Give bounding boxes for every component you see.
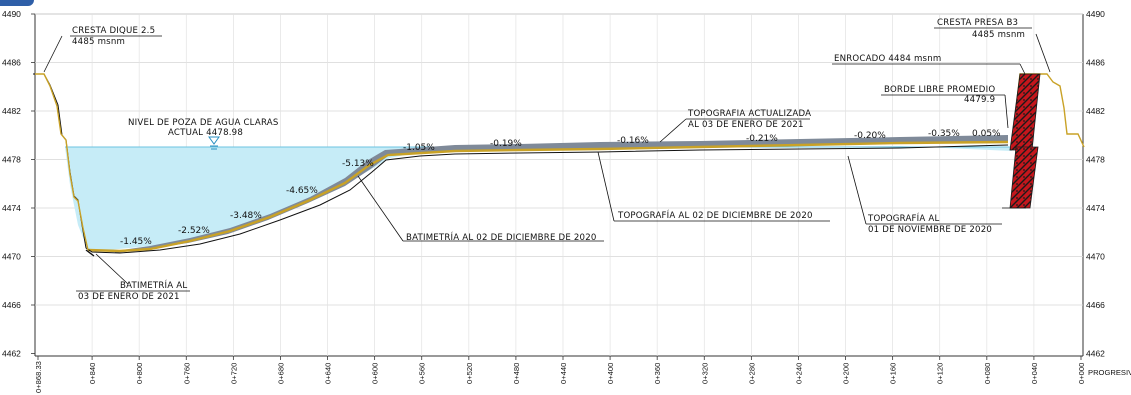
chainage-tick-label: 0+280 xyxy=(747,363,756,384)
elevation-tick-label: 4470 xyxy=(1086,252,1105,262)
elevation-tick-label: 4474 xyxy=(2,203,21,213)
corner-tab xyxy=(0,0,34,6)
slope-label: 0.05% xyxy=(972,129,1001,139)
topo-november-date: 01 DE NOVIEMBRE DE 2020 xyxy=(868,225,992,235)
dike-crest-title: CRESTA DIQUE 2.5 xyxy=(72,26,155,36)
elevation-tick-label: 4462 xyxy=(2,349,21,359)
rockfill-lower xyxy=(1009,146,1039,209)
elevation-tick-label: 4470 xyxy=(2,252,21,262)
chainage-tick-label: 0+400 xyxy=(606,363,615,384)
chainage-tick-label: 0+868.33 xyxy=(34,361,43,393)
chainage-tick-label: 0+000 xyxy=(1077,363,1086,384)
elevation-axis-left: 4490 4486 4482 4478 4474 4470 4466 4462 xyxy=(2,9,35,359)
dam-crest-elevation: 4485 msnm xyxy=(972,30,1025,40)
dam-crest-title: CRESTA PRESA B3 xyxy=(937,18,1018,28)
topo-november-title: TOPOGRAFÍA AL xyxy=(867,212,939,224)
chainage-tick-label: 0+600 xyxy=(371,363,380,384)
chainage-tick-label: 0+440 xyxy=(559,363,568,384)
slope-label: -5.13% xyxy=(342,159,374,169)
elevation-tick-label: 4490 xyxy=(1086,9,1105,19)
dike-crest-elevation: 4485 msnm xyxy=(72,37,125,47)
chainage-tick-label: 0+240 xyxy=(794,363,803,384)
elevation-tick-label: 4474 xyxy=(1086,203,1105,213)
chainage-tick-label: 0+120 xyxy=(936,363,945,384)
topo-updated-date: AL 03 DE ENERO DE 2021 xyxy=(688,120,804,130)
elevation-tick-label: 4466 xyxy=(2,300,21,310)
bathymetry-january-date: 03 DE ENERO DE 2021 xyxy=(78,292,180,302)
bathymetry-endpoint xyxy=(85,249,95,257)
chainage-axis: 0+868.33 0+840 0+800 0+760 0+720 0+680 0+640 0+… xyxy=(34,356,1086,393)
slope-label: -0.35% xyxy=(928,129,960,139)
slope-label: -2.52% xyxy=(178,226,210,236)
freeboard-title: BORDE LIBRE PROMEDIO xyxy=(884,85,995,95)
elevation-tick-label: 4490 xyxy=(2,9,21,19)
chainage-tick-label: 0+480 xyxy=(512,363,521,384)
rockfill-upper xyxy=(1009,73,1041,151)
elevation-tick-label: 4482 xyxy=(1086,106,1105,116)
chainage-axis-title: PROGRESIVA xyxy=(1088,368,1131,377)
elevation-tick-label: 4482 xyxy=(2,106,21,116)
slope-label: -3.48% xyxy=(230,211,262,221)
slope-label: -0.19% xyxy=(490,139,522,149)
rockfill-label: ENROCADO 4484 msnm xyxy=(834,54,941,64)
elevation-tick-label: 4486 xyxy=(2,58,21,68)
slope-label: -1.45% xyxy=(120,237,152,247)
elevation-tick-label: 4486 xyxy=(1086,58,1105,68)
bathymetry-january-title: BATIMETRÍA AL xyxy=(120,279,187,291)
chainage-tick-label: 0+360 xyxy=(653,363,662,384)
chainage-tick-label: 0+080 xyxy=(983,363,992,384)
dike-crest-outline xyxy=(35,73,89,251)
chainage-tick-label: 0+840 xyxy=(88,363,97,384)
chainage-tick-label: 0+520 xyxy=(465,363,474,384)
slope-label: -0.20% xyxy=(854,131,886,141)
water-body xyxy=(65,146,1012,250)
slope-label: -0.21% xyxy=(746,134,778,144)
elevation-tick-label: 4462 xyxy=(1086,349,1105,359)
pond-level-title: NIVEL DE POZA DE AGUA CLARAS xyxy=(128,118,279,128)
chainage-tick-label: 0+160 xyxy=(889,363,898,384)
chainage-tick-label: 0+680 xyxy=(276,363,285,384)
slope-label: -0.16% xyxy=(617,136,649,146)
freeboard-value: 4479.9 xyxy=(964,95,995,105)
chainage-tick-label: 0+040 xyxy=(1030,363,1039,384)
chainage-tick-label: 0+640 xyxy=(324,363,333,384)
topo-december-label: TOPOGRAFÍA AL 02 DE DICIEMBRE DE 2020 xyxy=(617,209,813,221)
pond-level-value: ACTUAL 4478.98 xyxy=(168,128,243,138)
elevation-tick-label: 4478 xyxy=(1086,155,1105,165)
elevation-axis-right: 4490 4486 4482 4478 4474 4470 4466 4462 xyxy=(1086,9,1105,359)
topo-updated-title: TOPOGRAFIA ACTUALIZADA xyxy=(687,109,811,119)
bathymetry-december-label: BATIMETRÍA AL 02 DE DICIEMBRE DE 2020 xyxy=(406,231,597,243)
terrain-current-line xyxy=(87,140,1009,253)
chainage-tick-label: 0+560 xyxy=(418,363,427,384)
plot-frame xyxy=(34,13,1084,357)
leader-lines xyxy=(43,27,1051,292)
chainage-tick-label: 0+800 xyxy=(135,363,144,384)
slope-label: -1.05% xyxy=(403,143,435,153)
elevation-tick-label: 4466 xyxy=(1086,300,1105,310)
elevation-tick-label: 4478 xyxy=(2,155,21,165)
slope-label: -4.65% xyxy=(286,186,318,196)
chainage-tick-label: 0+720 xyxy=(229,363,238,384)
water-level-marker xyxy=(208,136,220,150)
chainage-tick-label: 0+200 xyxy=(842,363,851,384)
chainage-tick-label: 0+320 xyxy=(700,363,709,384)
chainage-tick-label: 0+760 xyxy=(182,363,191,384)
